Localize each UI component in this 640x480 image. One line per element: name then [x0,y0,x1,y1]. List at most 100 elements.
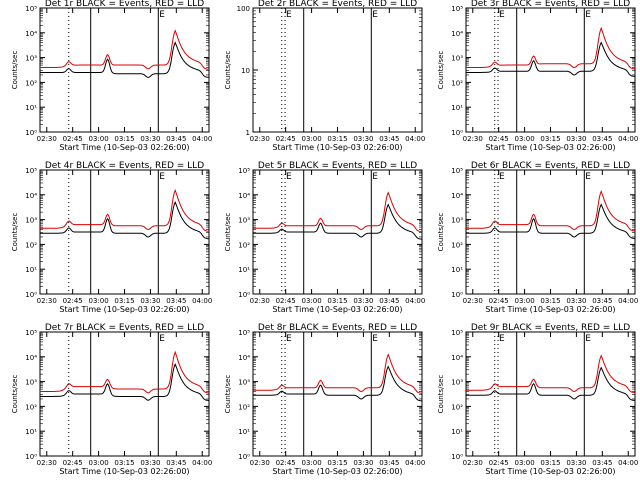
x-tick-label: 03:30 [353,135,373,143]
y-tick-label: 100 [237,5,250,13]
y-axis-label: Counts/sec [437,213,445,252]
y-tick-label: 10¹ [451,104,463,112]
y-tick-label: 10³ [451,379,463,387]
x-tick-label: 03:15 [540,459,560,467]
x-tick-label: 04:00 [618,459,638,467]
y-tick-label: 10⁴ [25,30,37,38]
y-tick-label: 10⁰ [451,129,463,137]
x-axis-label: Start Time (10-Sep-03 02:26:00) [272,143,402,152]
y-tick-label: 10⁴ [451,354,463,362]
x-tick-label: 03:15 [114,297,134,305]
y-axis-label: Counts/sec [224,51,232,90]
plot-frame [465,7,636,133]
x-tick-label: 03:45 [379,135,399,143]
x-tick-label: 03:45 [166,459,186,467]
x-tick-label: 03:15 [327,135,347,143]
x-tick-label: 03:30 [353,297,373,305]
y-tick-label: 10³ [238,379,250,387]
y-tick-label: 10³ [25,379,37,387]
e-marker: E [585,334,591,344]
y-axis-label: Counts/sec [11,375,19,414]
y-axis-label: Counts/sec [224,375,232,414]
x-tick-label: 04:00 [405,297,425,305]
panel-title: Det 7r BLACK = Events, RED = LLD [45,323,204,333]
e-marker: E [372,334,378,344]
panel-title: Det 8r BLACK = Events, RED = LLD [258,323,417,333]
y-tick-label: 10¹ [25,104,37,112]
x-tick-label: 02:30 [250,297,270,305]
y-tick-label: 10² [451,79,463,87]
y-tick-label: 1 [246,129,250,137]
y-tick-label: 10⁰ [238,453,250,461]
x-tick-label: 02:30 [463,135,483,143]
y-tick-label: 10⁵ [451,5,463,13]
x-tick-label: 03:45 [379,459,399,467]
events-series-line [253,365,423,402]
y-tick-label: 10² [238,241,250,249]
x-tick-label: 04:00 [405,459,425,467]
e-marker: E [159,172,165,182]
events-series-line [466,366,636,401]
x-tick-label: 02:30 [463,459,483,467]
panel-title: Det 9r BLACK = Events, RED = LLD [471,323,630,333]
x-tick-label: 03:30 [140,297,160,305]
y-tick-label: 10⁴ [238,354,250,362]
x-tick-label: 03:15 [114,459,134,467]
x-tick-label: 03:00 [301,135,321,143]
x-tick-label: 03:45 [592,297,612,305]
x-tick-label: 02:30 [250,135,270,143]
x-tick-label: 03:45 [592,459,612,467]
x-tick-label: 03:30 [566,297,586,305]
y-tick-label: 10⁰ [451,291,463,299]
x-tick-label: 02:45 [489,297,509,305]
x-tick-label: 04:00 [618,135,638,143]
e-marker: E [286,172,292,182]
x-tick-label: 03:15 [540,297,560,305]
y-tick-label: 10⁵ [238,167,250,175]
y-tick-label: 10⁰ [238,291,250,299]
x-tick-label: 03:30 [566,135,586,143]
x-tick-label: 03:30 [140,135,160,143]
x-tick-label: 03:00 [88,459,108,467]
x-axis-label: Start Time (10-Sep-03 02:26:00) [59,305,189,314]
e-marker: E [372,10,378,20]
y-axis-label: Counts/sec [437,375,445,414]
x-tick-label: 02:30 [37,135,57,143]
lld-series-line [253,191,423,233]
x-tick-label: 02:45 [63,459,83,467]
x-tick-label: 02:30 [463,297,483,305]
x-tick-label: 04:00 [618,297,638,305]
events-series-line [466,41,636,77]
y-tick-label: 10⁵ [25,5,37,13]
x-tick-label: 03:15 [327,459,347,467]
y-tick-label: 10⁵ [451,329,463,337]
x-tick-label: 03:30 [140,459,160,467]
y-tick-label: 10² [25,79,37,87]
plot-frame [252,7,423,133]
y-tick-label: 10⁰ [25,291,37,299]
x-tick-label: 03:45 [166,135,186,143]
x-tick-label: 02:45 [276,297,296,305]
x-tick-label: 02:45 [63,297,83,305]
events-series-line [40,201,210,240]
x-tick-label: 02:30 [37,459,57,467]
x-axis-label: Start Time (10-Sep-03 02:26:00) [485,143,615,152]
y-tick-label: 10⁰ [25,453,37,461]
panel-title: Det 5r BLACK = Events, RED = LLD [258,161,417,171]
y-tick-label: 10¹ [451,428,463,436]
lld-series-line [253,353,423,394]
y-tick-label: 10⁴ [25,192,37,200]
y-tick-label: 10¹ [25,266,37,274]
x-tick-label: 02:45 [489,135,509,143]
y-tick-label: 10³ [25,55,37,63]
panel-title: Det 1r BLACK = Events, RED = LLD [45,0,204,9]
x-tick-label: 02:30 [250,459,270,467]
y-tick-label: 10¹ [451,266,463,274]
y-tick-label: 10⁵ [25,167,37,175]
y-tick-label: 10¹ [238,266,250,274]
x-tick-label: 02:45 [276,135,296,143]
